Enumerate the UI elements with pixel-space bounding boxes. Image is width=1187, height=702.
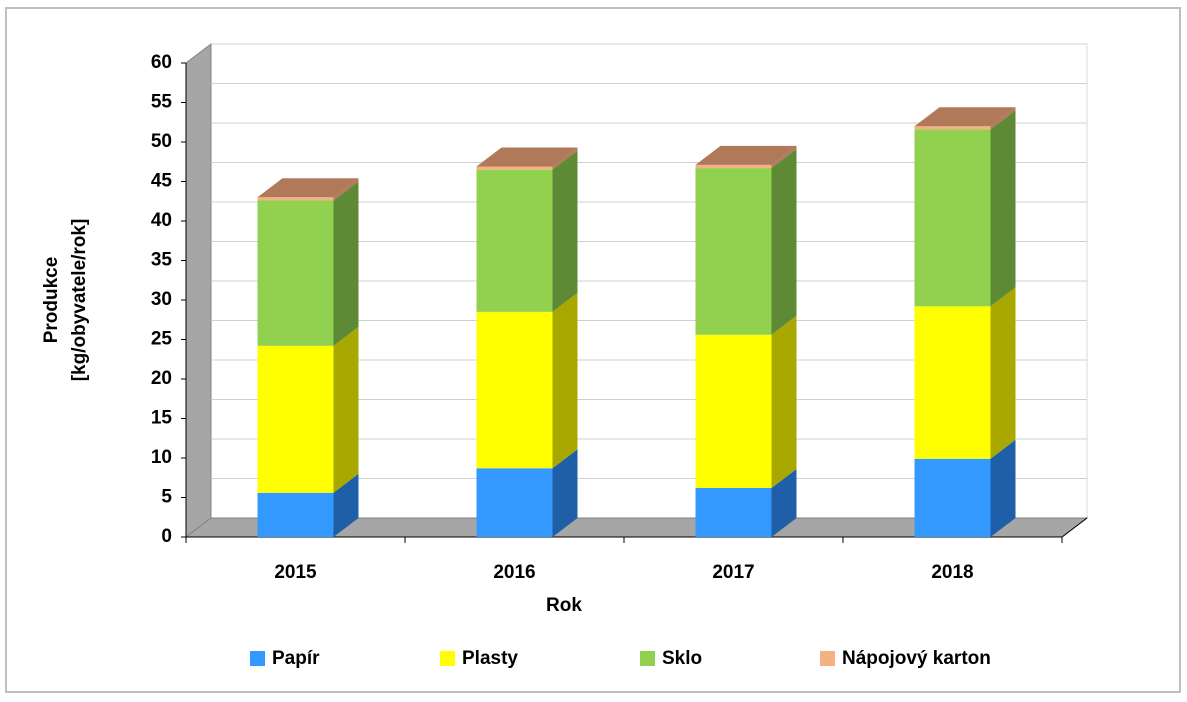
bar-top xyxy=(695,145,797,165)
bar-side xyxy=(552,147,578,170)
x-tick-label: 2017 xyxy=(712,562,754,583)
bar-side xyxy=(333,473,359,537)
x-tick-label: 2016 xyxy=(493,562,535,583)
y-tick-label: 20 xyxy=(151,368,172,389)
y-tick-label: 45 xyxy=(151,171,173,192)
bar-segment xyxy=(695,488,772,537)
bar-side xyxy=(990,439,1016,537)
x-tick-label: 2015 xyxy=(274,562,317,583)
x-tick-label: 2018 xyxy=(931,562,973,583)
legend-swatch xyxy=(250,651,265,666)
bar-segment xyxy=(476,311,553,469)
y-tick-label: 50 xyxy=(151,131,172,152)
bar-segment xyxy=(914,126,991,130)
bar-top xyxy=(476,147,578,167)
y-tick-label: 0 xyxy=(161,526,172,547)
bar-side xyxy=(990,287,1016,459)
bar-side xyxy=(552,150,578,312)
y-tick-label: 25 xyxy=(151,329,173,350)
bar-segment xyxy=(914,458,991,537)
legend-swatch xyxy=(820,651,835,666)
y-tick-label: 60 xyxy=(151,52,172,73)
bar-top xyxy=(914,107,1016,127)
y-tick-label: 15 xyxy=(151,408,173,429)
bar-side xyxy=(990,110,1016,307)
bar-segment xyxy=(914,306,991,459)
bar-segment xyxy=(257,492,334,537)
bar-side xyxy=(333,326,359,493)
bar-side xyxy=(552,449,578,537)
legend-label: Nápojový karton xyxy=(842,648,991,669)
bar-segment xyxy=(695,168,772,335)
x-axis-title: Rok xyxy=(546,595,582,616)
legend-swatch xyxy=(640,651,655,666)
bar-segment xyxy=(476,169,553,312)
bar-side xyxy=(771,315,797,489)
x-axis xyxy=(1061,517,1088,538)
bar-side xyxy=(552,292,578,469)
y-tick-label: 40 xyxy=(151,210,172,231)
y-tick-label: 5 xyxy=(161,487,172,508)
bar-side xyxy=(333,178,359,201)
bar-segment xyxy=(695,334,772,489)
bar-side xyxy=(771,149,797,335)
bar-segment xyxy=(695,164,772,169)
legend-label: Sklo xyxy=(662,648,702,669)
y-tick-label: 10 xyxy=(151,447,172,468)
bar-side xyxy=(333,181,359,346)
bar-segment xyxy=(257,200,334,346)
bar-side xyxy=(771,145,797,169)
y-tick-label: 30 xyxy=(151,289,172,310)
bar-segment xyxy=(476,468,553,537)
bar-segment xyxy=(914,129,991,307)
side-wall xyxy=(185,42,212,539)
bar-side xyxy=(990,107,1016,130)
bar-segment xyxy=(257,345,334,493)
legend-swatch xyxy=(440,651,455,666)
bar-segment xyxy=(257,197,334,201)
legend-label: Plasty xyxy=(462,648,518,669)
y-axis-title: Produkce xyxy=(41,257,62,344)
y-tick-label: 35 xyxy=(151,250,173,271)
y-tick-label: 55 xyxy=(151,92,173,113)
bar-top xyxy=(257,178,359,198)
bar-side xyxy=(771,469,797,537)
legend-label: Papír xyxy=(272,648,320,669)
bar-segment xyxy=(476,166,553,170)
y-axis-title: [kg/obyvatele/rok] xyxy=(69,219,90,382)
